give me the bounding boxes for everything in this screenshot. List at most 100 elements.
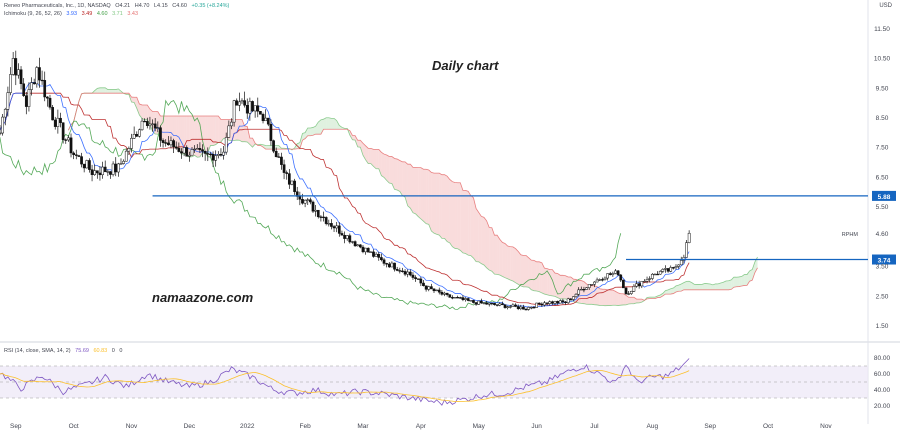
candle-body [3, 109, 7, 118]
cloud-segment [581, 280, 584, 304]
x-tick-label: Jun [531, 423, 542, 430]
candle-body [419, 278, 423, 284]
candle-body [77, 155, 81, 157]
candle-body [519, 306, 523, 309]
candle-body [235, 100, 239, 106]
cloud-segment [712, 283, 716, 290]
candle-body [445, 292, 449, 295]
candle-body [56, 117, 60, 127]
cloud-segment [689, 281, 692, 290]
cloud-segment [394, 158, 398, 190]
cloud-segment [741, 274, 745, 287]
candle-body [148, 123, 152, 126]
cloud-segment [431, 172, 434, 234]
candle-body [666, 268, 670, 272]
cloud-segment [518, 251, 521, 286]
cloud-segment [541, 262, 545, 295]
cloud-segment [447, 176, 450, 243]
candle-body [264, 117, 268, 122]
candle-body [658, 271, 662, 275]
cloud-segment [365, 145, 369, 164]
candle-body [443, 292, 446, 295]
candle-body [9, 74, 12, 93]
cloud-segment [276, 145, 279, 150]
candle-body [348, 235, 352, 243]
candle-body [561, 300, 565, 303]
cloud-segment [410, 164, 413, 213]
y-tick-label: 10.50 [874, 56, 891, 63]
candle-body [408, 271, 412, 276]
cloud-segment [210, 115, 214, 146]
candle-body [159, 127, 162, 141]
cloud-segment [465, 190, 469, 256]
candle-body [411, 274, 415, 278]
candle-body [361, 246, 365, 253]
candle-body [637, 283, 641, 287]
x-tick-label: Mar [357, 423, 369, 430]
candle-body [432, 288, 436, 292]
candle-body [145, 121, 149, 126]
cloud-segment [478, 212, 482, 264]
candle-body [458, 297, 462, 299]
cloud-segment [502, 242, 506, 278]
candle-body [353, 241, 357, 247]
candle-body [340, 233, 344, 236]
candle-body [485, 302, 488, 305]
candle-body [593, 281, 596, 285]
candle-body [395, 269, 399, 271]
rsi-legend: RSI (14, close, SMA, 14, 2) 75.69 60.83 … [4, 348, 125, 354]
x-tick-label: Dec [184, 423, 196, 430]
cloud-segment [720, 282, 724, 290]
candle-body [117, 163, 120, 173]
cloud-segment [668, 288, 671, 295]
candle-body [188, 154, 191, 157]
cloud-segment [699, 284, 703, 290]
cloud-segment [728, 279, 732, 290]
candle-body [22, 83, 26, 96]
candle-body [672, 267, 675, 269]
cloud-segment [102, 87, 106, 94]
cloud-segment [244, 125, 248, 143]
x-tick-label: Apr [416, 423, 427, 430]
candle-body [682, 257, 686, 261]
cloud-segment [386, 155, 390, 184]
cloud-segment [468, 191, 471, 256]
candle-body [498, 303, 502, 306]
cloud-segment [381, 152, 385, 178]
candle-body [656, 273, 659, 276]
cloud-segment [310, 127, 314, 136]
cloud-segment [189, 115, 193, 158]
candle-body [661, 269, 665, 272]
cloud-segment [462, 190, 466, 254]
candle-body [606, 273, 609, 279]
candle-body [290, 180, 294, 185]
senkou-span-a [68, 87, 758, 307]
candle-body [153, 123, 157, 129]
cloud-segment [544, 268, 548, 295]
cloud-segment [602, 289, 605, 306]
candle-body [314, 209, 317, 212]
cloud-segment [352, 135, 356, 141]
candle-body [345, 235, 349, 239]
candle-body [72, 152, 75, 155]
candle-body [430, 286, 433, 290]
cloud-segment [499, 239, 503, 277]
candle-body [351, 241, 354, 243]
cloud-segment [489, 227, 492, 272]
candle-body [466, 298, 470, 301]
ohlc-close: C4.60 [172, 3, 187, 9]
cloud-segment [744, 274, 748, 286]
cloud-segment [299, 133, 303, 149]
candle-body [280, 156, 283, 165]
cloud-segment [675, 285, 679, 293]
cloud-segment [568, 276, 571, 300]
candle-body [272, 140, 275, 152]
y-tick-label: 1.50 [876, 323, 889, 330]
ohlc-low: L4.15 [153, 3, 168, 9]
candle-body [401, 270, 404, 272]
cloud-segment [476, 208, 479, 262]
cloud-segment [599, 288, 603, 306]
cloud-segment [110, 89, 114, 94]
candle-body [0, 132, 2, 135]
